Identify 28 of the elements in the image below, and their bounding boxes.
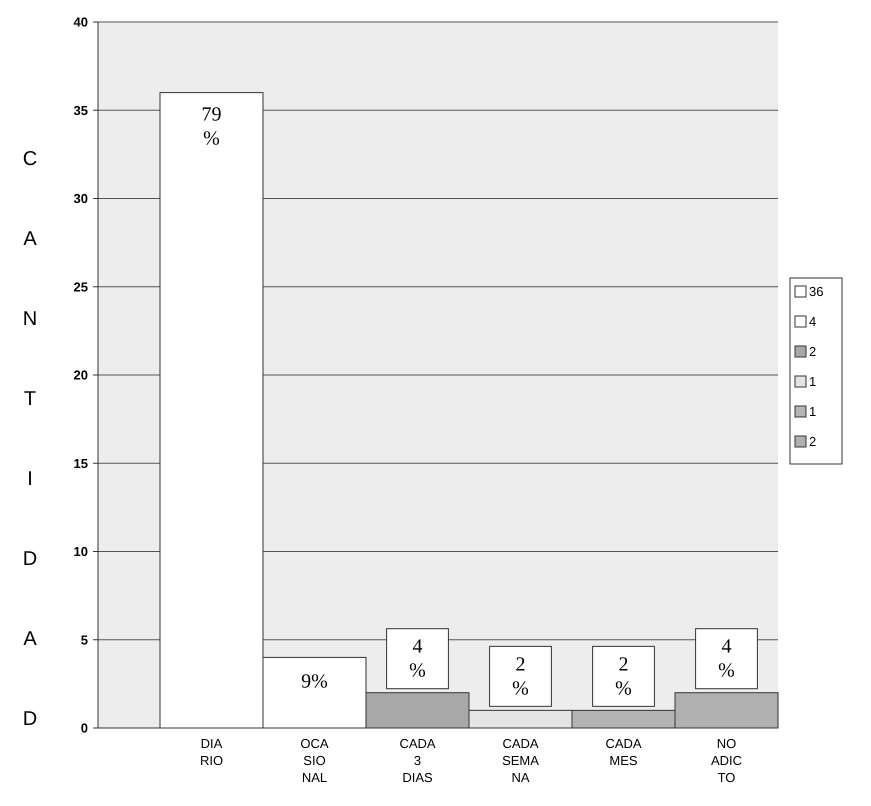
y-tick-label: 15 — [74, 456, 88, 471]
legend-label: 2 — [809, 344, 816, 359]
x-tick-label: OCA SIO NAL — [300, 736, 329, 785]
y-axis-title: CANTIDAD — [19, 148, 41, 788]
annotation: 4 % — [409, 636, 426, 682]
legend-label: 1 — [809, 404, 816, 419]
y-tick-label: 20 — [74, 368, 88, 383]
legend-label: 1 — [809, 374, 816, 389]
x-tick-label: DIA RIO — [200, 736, 224, 768]
y-tick-label: 35 — [74, 102, 88, 118]
y-tick-label: 25 — [74, 279, 88, 294]
x-tick-label: CADA SEMA NA — [502, 736, 540, 785]
x-tick-label: NO ADIC TO — [710, 736, 742, 785]
legend-label: 2 — [809, 434, 816, 449]
x-tick-label: CADA MES — [605, 736, 642, 768]
annotation: 2 % — [615, 653, 632, 700]
annotation: 79 % — [202, 104, 222, 150]
legend-label: 36 — [809, 284, 824, 299]
y-tick-label: 30 — [74, 191, 88, 206]
y-tick-label: 5 — [80, 632, 88, 648]
annotation: 2 % — [512, 653, 529, 700]
y-tick-label: 40 — [74, 14, 88, 30]
y-tick-label: 10 — [74, 544, 88, 560]
x-tick-label: CADA 3 DIAS — [399, 736, 436, 785]
legend-label: 4 — [809, 314, 816, 329]
y-tick-label: 0 — [80, 720, 88, 736]
annotation: 9% — [301, 670, 328, 692]
annotation: 4 % — [718, 636, 735, 682]
